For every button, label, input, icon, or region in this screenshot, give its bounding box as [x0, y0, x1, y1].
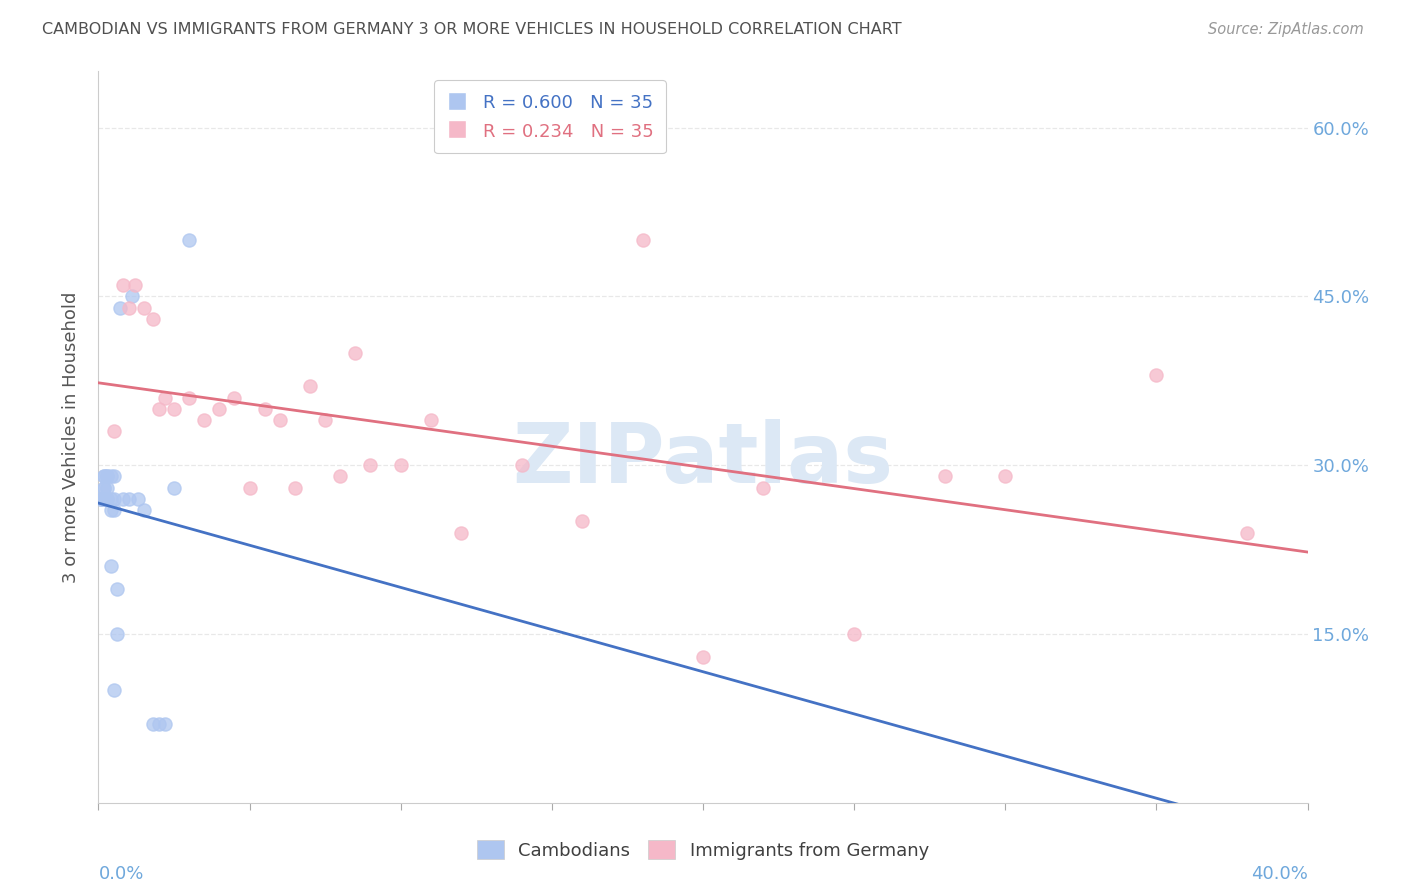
- Point: [132, 503, 155, 517]
- Point: [360, 458, 382, 473]
- Point: [329, 469, 352, 483]
- Point: [127, 491, 149, 506]
- Point: [90, 491, 112, 506]
- Point: [118, 491, 141, 506]
- Point: [389, 458, 412, 473]
- Point: [148, 717, 170, 731]
- Point: [105, 627, 128, 641]
- Point: [103, 469, 125, 483]
- Point: [96, 481, 118, 495]
- Point: [344, 345, 367, 359]
- Point: [571, 515, 593, 529]
- Point: [93, 491, 115, 506]
- Point: [224, 391, 246, 405]
- Point: [93, 469, 115, 483]
- Point: [100, 559, 122, 574]
- Point: [142, 312, 165, 326]
- Point: [179, 233, 201, 247]
- Point: [121, 289, 143, 303]
- Point: [420, 413, 443, 427]
- Point: [239, 481, 262, 495]
- Point: [96, 491, 118, 506]
- Point: [93, 491, 115, 506]
- Point: [96, 469, 118, 483]
- Point: [105, 582, 128, 596]
- Point: [118, 301, 141, 315]
- Point: [844, 627, 866, 641]
- Point: [124, 278, 146, 293]
- Point: [163, 401, 186, 416]
- Point: [314, 413, 336, 427]
- Point: [103, 503, 125, 517]
- Point: [96, 469, 118, 483]
- Point: [163, 481, 186, 495]
- Point: [450, 525, 472, 540]
- Point: [93, 481, 115, 495]
- Point: [90, 491, 112, 506]
- Point: [153, 391, 176, 405]
- Point: [93, 481, 115, 495]
- Point: [1236, 525, 1258, 540]
- Text: 40.0%: 40.0%: [1251, 864, 1308, 883]
- Point: [284, 481, 307, 495]
- Point: [93, 469, 115, 483]
- Point: [179, 391, 201, 405]
- Point: [253, 401, 276, 416]
- Point: [153, 717, 176, 731]
- Point: [142, 717, 165, 731]
- Point: [108, 301, 131, 315]
- Point: [148, 401, 170, 416]
- Point: [692, 649, 714, 664]
- Point: [994, 469, 1017, 483]
- Text: CAMBODIAN VS IMMIGRANTS FROM GERMANY 3 OR MORE VEHICLES IN HOUSEHOLD CORRELATION: CAMBODIAN VS IMMIGRANTS FROM GERMANY 3 O…: [42, 22, 901, 37]
- Text: 0.0%: 0.0%: [98, 864, 143, 883]
- Point: [208, 401, 231, 416]
- Point: [299, 379, 322, 393]
- Point: [631, 233, 654, 247]
- Point: [193, 413, 215, 427]
- Legend: Cambodians, Immigrants from Germany: Cambodians, Immigrants from Germany: [470, 833, 936, 867]
- Point: [90, 491, 112, 506]
- Y-axis label: 3 or more Vehicles in Household: 3 or more Vehicles in Household: [62, 292, 80, 582]
- Point: [132, 301, 155, 315]
- Point: [1146, 368, 1168, 383]
- Point: [100, 469, 122, 483]
- Point: [111, 278, 134, 293]
- Point: [269, 413, 291, 427]
- Point: [103, 425, 125, 439]
- Point: [510, 458, 533, 473]
- Point: [100, 491, 122, 506]
- Point: [96, 491, 118, 506]
- Point: [103, 491, 125, 506]
- Point: [934, 469, 956, 483]
- Text: Source: ZipAtlas.com: Source: ZipAtlas.com: [1208, 22, 1364, 37]
- Point: [111, 491, 134, 506]
- Text: ZIPatlas: ZIPatlas: [513, 418, 893, 500]
- Point: [752, 481, 775, 495]
- Point: [103, 683, 125, 698]
- Point: [100, 503, 122, 517]
